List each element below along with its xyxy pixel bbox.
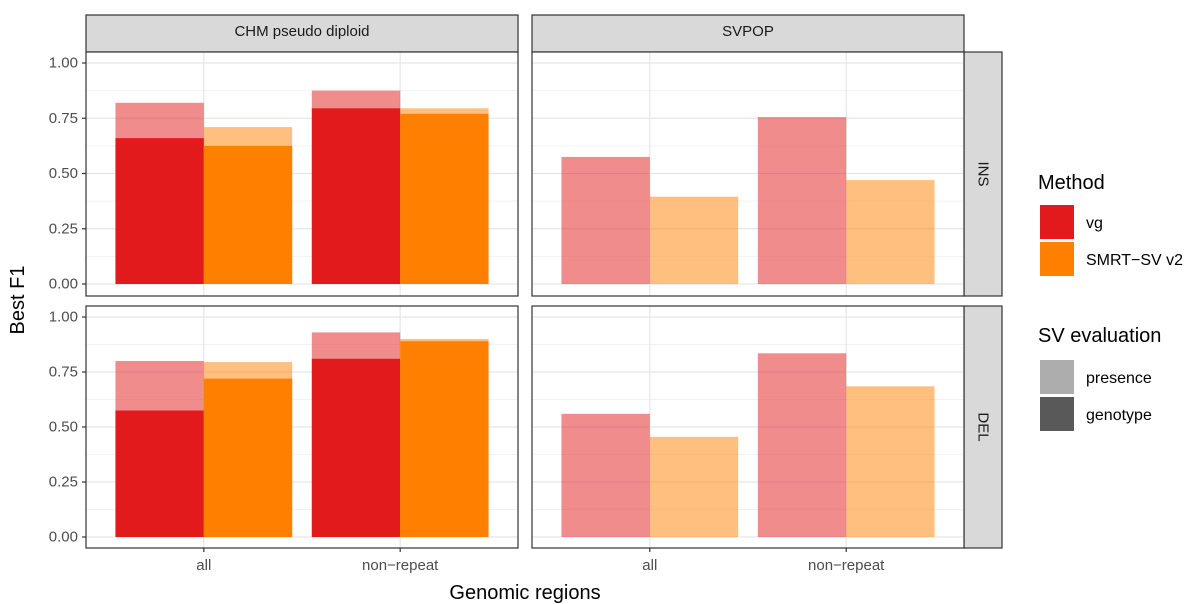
y-tick-label: 0.50: [49, 165, 78, 182]
x-tick-label: all: [642, 557, 657, 574]
legend-eval-title: SV evaluation: [1038, 325, 1161, 347]
facet-strip-label-svpop: SVPOP: [722, 23, 774, 40]
bar-genotype-vg-all-chm-pseudo-diploid-ins: [115, 138, 204, 284]
facet-strip-label-chm-pseudo-diploid: CHM pseudo diploid: [234, 23, 369, 40]
bar-presence-vg-non-repeat-svpop-del: [757, 353, 847, 537]
legend-label-vg: vg: [1086, 215, 1103, 232]
y-tick-label: 0.00: [49, 276, 78, 293]
x-tick-label: non−repeat: [808, 557, 885, 574]
y-tick-label: 0.25: [49, 220, 78, 237]
bar-presence-smrt-sv-v2-all-svpop-del: [649, 436, 739, 537]
y-tick-label: 0.25: [49, 474, 78, 491]
legend-label-presence: presence: [1086, 370, 1152, 387]
bar-genotype-smrt-sv-v2-all-chm-pseudo-diploid-ins: [203, 145, 293, 284]
y-tick-label: 1.00: [49, 55, 78, 72]
y-tick-label: 0.75: [49, 364, 78, 381]
bar-presence-vg-all-svpop-del: [561, 413, 650, 537]
facet-strip-ins: [963, 51, 1003, 297]
legend-label-smrt-sv: SMRT−SV v2: [1086, 252, 1183, 269]
bar-genotype-vg-all-chm-pseudo-diploid-del: [115, 410, 204, 537]
legend-key-vg: [1040, 205, 1074, 239]
legend-key-genotype: [1040, 397, 1074, 431]
panel-border-svpop-del: [531, 305, 965, 549]
panel-border-svpop-ins: [531, 51, 965, 297]
facet-strip-svpop: [531, 14, 965, 53]
bar-presence-smrt-sv-v2-all-svpop-ins: [649, 196, 739, 284]
panels-layer: CHM pseudo diploid SVPOP INS DEL 0.00 0.25 0.5…: [49, 14, 1003, 574]
legend-key-presence: [1040, 360, 1074, 394]
x-tick-label: all: [196, 557, 211, 574]
bar-genotype-smrt-sv-v2-non-repeat-chm-pseudo-diploid-ins: [400, 113, 489, 284]
bar-presence-smrt-sv-v2-non-repeat-svpop-del: [846, 386, 935, 537]
facet-strip-del: [963, 305, 1003, 549]
legend-method-title: Method: [1038, 172, 1105, 194]
bar-presence-vg-non-repeat-svpop-ins: [757, 117, 847, 285]
y-tick-label: 0.00: [49, 529, 78, 546]
facet-strip-label-del: DEL: [975, 412, 992, 441]
y-tick-label: 1.00: [49, 309, 78, 326]
x-tick-label: non−repeat: [362, 557, 439, 574]
y-axis-label: Best F1: [7, 266, 29, 335]
legend-key-smrt-sv: [1040, 242, 1074, 276]
bar-presence-vg-all-svpop-ins: [561, 156, 650, 284]
y-tick-label: 0.50: [49, 419, 78, 436]
facet-strip-label-ins: INS: [975, 161, 992, 186]
legend-label-genotype: genotype: [1086, 407, 1152, 424]
x-axis-label: Genomic regions: [449, 582, 600, 604]
bar-genotype-smrt-sv-v2-non-repeat-chm-pseudo-diploid-del: [400, 341, 489, 537]
bar-genotype-vg-non-repeat-chm-pseudo-diploid-del: [311, 358, 401, 537]
bar-genotype-vg-non-repeat-chm-pseudo-diploid-ins: [311, 108, 401, 285]
y-tick-label: 0.75: [49, 110, 78, 127]
bar-presence-smrt-sv-v2-non-repeat-svpop-ins: [846, 180, 935, 284]
bar-genotype-smrt-sv-v2-all-chm-pseudo-diploid-del: [203, 378, 293, 537]
facet-strip-chm-pseudo-diploid: [85, 14, 519, 53]
